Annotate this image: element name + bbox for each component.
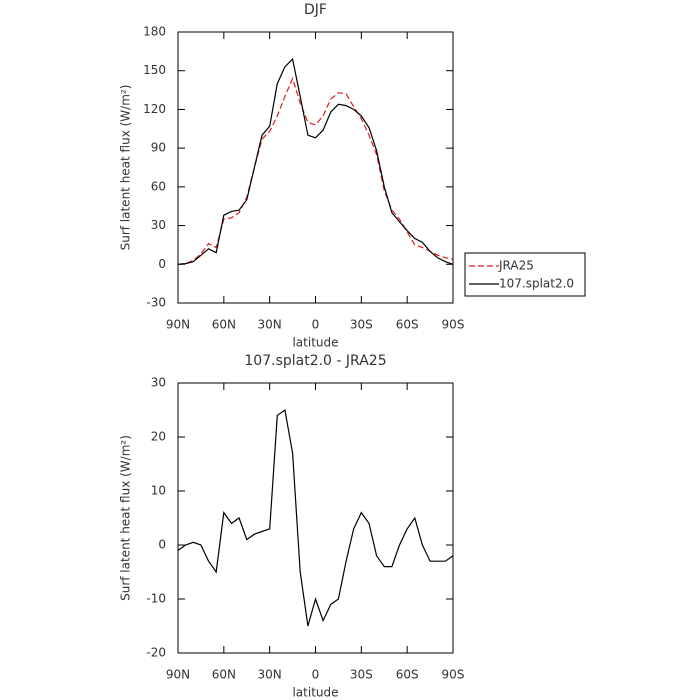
y-tick-label: 90 xyxy=(151,141,166,155)
x-tick-label: 60N xyxy=(212,668,236,682)
legend-label: JRA25 xyxy=(498,259,534,273)
y-tick-label: 120 xyxy=(143,102,166,116)
plot-frame xyxy=(177,31,454,304)
x-tick-label: 90S xyxy=(442,318,465,332)
x-tick-label: 0 xyxy=(312,318,320,332)
x-tick-label: 60S xyxy=(396,318,419,332)
chart-title: 107.splat2.0 - JRA25 xyxy=(244,353,386,369)
x-tick-label: 30N xyxy=(258,318,282,332)
x-tick-label: 90N xyxy=(166,668,190,682)
x-tick-label: 60N xyxy=(212,318,236,332)
y-tick-label: 20 xyxy=(151,430,166,444)
y-tick-label: -30 xyxy=(146,296,166,310)
y-tick-label: -20 xyxy=(146,646,166,660)
x-tick-label: 60S xyxy=(396,668,419,682)
y-tick-label: 0 xyxy=(158,538,166,552)
y-axis-label: Surf latent heat flux (W/m²) xyxy=(119,85,133,251)
legend-label: 107.splat2.0 xyxy=(499,277,574,291)
x-tick-label: 0 xyxy=(312,668,320,682)
y-tick-label: 0 xyxy=(158,257,166,271)
x-tick-label: 90N xyxy=(166,318,190,332)
y-tick-label: 10 xyxy=(151,484,166,498)
x-tick-label: 30S xyxy=(350,668,373,682)
y-tick-label: 30 xyxy=(151,218,166,232)
y-tick-label: -10 xyxy=(146,592,166,606)
x-tick-label: 30S xyxy=(350,318,373,332)
y-axis-label: Surf latent heat flux (W/m²) xyxy=(119,435,133,601)
data-line xyxy=(177,57,454,265)
x-tick-label: 30N xyxy=(258,668,282,682)
legend-box xyxy=(464,252,586,297)
y-tick-label: 60 xyxy=(151,179,166,193)
x-tick-label: 90S xyxy=(442,668,465,682)
chart-title: DJF xyxy=(304,2,327,18)
plot-frame xyxy=(177,382,454,654)
data-line xyxy=(177,408,454,627)
y-tick-label: 30 xyxy=(151,376,166,390)
data-line xyxy=(177,76,454,265)
y-tick-label: 180 xyxy=(143,25,166,39)
x-axis-label: latitude xyxy=(292,336,338,350)
y-tick-label: 150 xyxy=(143,63,166,77)
x-axis-label: latitude xyxy=(292,686,338,700)
